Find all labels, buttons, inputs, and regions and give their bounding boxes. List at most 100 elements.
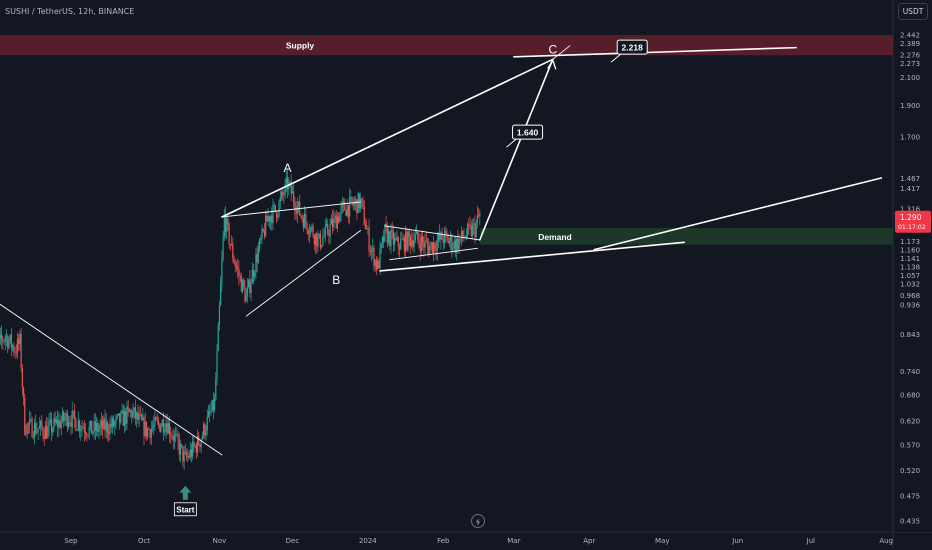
candle-body <box>63 411 65 421</box>
candle-body <box>151 427 154 429</box>
candle-body <box>64 418 66 421</box>
supply-zone[interactable] <box>0 35 893 56</box>
candle-body <box>237 267 239 269</box>
trendline[interactable] <box>478 58 554 241</box>
symbol-header: SUSHI / TetherUS, 12h, BINANCE <box>5 7 135 16</box>
candle-body <box>467 224 469 236</box>
candle-body <box>61 411 64 422</box>
candle-body <box>215 379 217 400</box>
candle-body <box>366 228 368 230</box>
candle-body <box>262 228 264 231</box>
last-price-tag[interactable] <box>895 210 931 233</box>
lightning-icon[interactable] <box>471 514 485 528</box>
candle-body <box>479 213 481 217</box>
candle-body <box>322 237 324 245</box>
price-tick-label: 1.032 <box>900 281 920 289</box>
candle-body <box>88 426 90 436</box>
candle-body <box>334 215 336 218</box>
candle-body <box>125 411 127 424</box>
candle-body <box>418 239 420 244</box>
candle-body <box>99 425 101 429</box>
currency-unit-button[interactable]: USDT <box>898 3 928 20</box>
candle-body <box>200 439 202 447</box>
trendline[interactable] <box>379 241 686 272</box>
candle-body <box>420 237 422 252</box>
candle-body <box>3 340 5 342</box>
price-tick-label: 1.173 <box>900 238 920 246</box>
candle-body <box>54 418 56 423</box>
candle-body <box>86 434 88 436</box>
target-callout-box[interactable] <box>512 124 544 140</box>
candle-body <box>390 230 392 246</box>
start-arrow-icon <box>179 485 192 500</box>
candle-body <box>344 201 346 211</box>
candle-body <box>144 421 146 436</box>
candle-body <box>159 423 161 432</box>
candle-body <box>194 445 196 447</box>
target-callout-box[interactable] <box>616 39 648 55</box>
candle-body <box>474 223 476 237</box>
time-axis[interactable]: Sep Oct Nov Dec 2024 Feb Mar Apr May Jun Jul Aug <box>64 537 893 545</box>
trendline[interactable] <box>389 247 478 261</box>
candle-body <box>345 210 347 216</box>
candle-body <box>432 242 435 253</box>
candle-body <box>319 233 322 248</box>
candle-body <box>272 205 274 224</box>
candle-body <box>67 422 70 427</box>
trendline[interactable] <box>513 46 797 58</box>
candle-body <box>243 279 245 288</box>
candle-body <box>415 231 418 235</box>
time-tick-label: Jun <box>731 537 743 545</box>
pattern-point-c: C <box>548 42 557 56</box>
candle-body <box>454 240 457 253</box>
candle-body <box>293 191 295 203</box>
candle-body <box>321 244 323 248</box>
candle-body <box>323 235 325 238</box>
candle-body <box>10 334 12 348</box>
zones-layer: Supply Demand <box>0 35 893 245</box>
candle-body <box>286 177 289 189</box>
candle-body <box>25 434 27 436</box>
candle-body <box>117 413 120 416</box>
trendline[interactable] <box>0 298 223 456</box>
candle-body <box>246 286 249 296</box>
candle-body <box>300 215 302 217</box>
candle-body <box>441 232 443 241</box>
trendline[interactable] <box>221 201 362 218</box>
candle-body <box>220 283 222 306</box>
candle-body <box>137 412 139 420</box>
candle-body <box>368 227 370 251</box>
candle-body <box>71 410 73 427</box>
candle-body <box>251 269 253 284</box>
candle-body <box>171 435 173 437</box>
candle-body <box>39 421 42 427</box>
demand-zone[interactable] <box>479 227 893 245</box>
candle-body <box>234 263 236 267</box>
time-tick-label: Oct <box>138 537 150 545</box>
trendline[interactable] <box>593 177 883 251</box>
candle-body <box>426 241 429 246</box>
time-tick-label: Sep <box>64 537 78 545</box>
trendline[interactable] <box>552 45 571 60</box>
pattern-point-a: A <box>284 161 292 175</box>
candle-body <box>431 242 433 253</box>
candle-body <box>106 422 109 433</box>
candle-body <box>38 426 40 429</box>
trendline[interactable] <box>221 58 554 218</box>
candle-body <box>394 237 396 245</box>
trendline[interactable] <box>384 225 481 241</box>
candle-body <box>396 237 398 240</box>
candle-body <box>211 400 213 412</box>
candle-body <box>347 205 349 217</box>
candle-body <box>392 231 395 245</box>
candle-body <box>212 400 214 411</box>
candle-body <box>244 287 246 302</box>
candle-body <box>296 205 298 214</box>
candle-body <box>350 196 352 198</box>
candle-body <box>362 200 364 207</box>
trendline[interactable] <box>245 230 362 317</box>
time-tick-label: 2024 <box>359 537 377 545</box>
